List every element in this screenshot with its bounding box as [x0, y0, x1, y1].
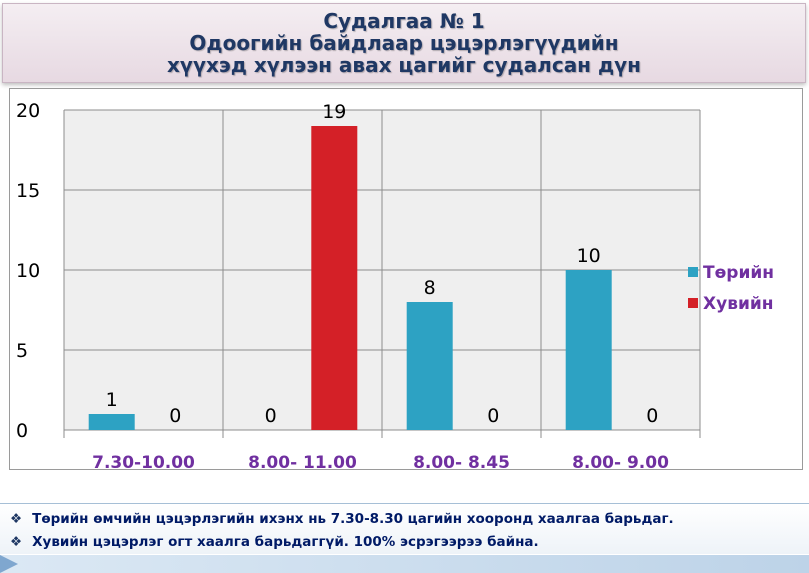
- title-line-1: Судалгаа № 1: [323, 9, 485, 33]
- bar: [311, 126, 358, 430]
- note-item: ❖ Хувийн цэцэрлэг огт хаалга барьдаггүй. …: [10, 534, 539, 550]
- data-label: 0: [487, 405, 499, 427]
- title-line-2: Одоогийн байдлаар цэцэрлэгүүдийн: [189, 31, 619, 55]
- x-tick-label: 8.00- 9.00: [572, 453, 669, 473]
- note-item: ❖ Төрийн өмчийн цэцэрлэгийн ихэнх нь 7.30…: [10, 511, 674, 527]
- data-label: 0: [169, 405, 181, 427]
- title-line-3: хүүхэд хүлээн авах цагийг судалсан дүн: [167, 53, 641, 77]
- data-label: 1: [106, 389, 118, 411]
- diamond-bullet-icon: ❖: [10, 534, 23, 550]
- y-tick-label: 20: [16, 100, 40, 122]
- x-tick-label: 7.30-10.00: [92, 453, 195, 473]
- legend-label: Хувийн: [703, 294, 774, 314]
- legend-label: Төрийн: [703, 263, 774, 283]
- footer-arrow-icon: [0, 555, 18, 573]
- data-label: 8: [424, 277, 436, 299]
- notes-panel: ❖ Төрийн өмчийн цэцэрлэгийн ихэнх нь 7.30…: [0, 503, 809, 554]
- note-text: Хувийн цэцэрлэг огт хаалга барьдаггүй. 1…: [32, 534, 539, 550]
- legend-swatch: [688, 267, 698, 277]
- legend-swatch: [688, 298, 698, 308]
- y-tick-label: 15: [16, 180, 40, 202]
- bar: [406, 302, 453, 430]
- diamond-bullet-icon: ❖: [10, 511, 23, 527]
- x-tick-label: 8.00- 8.45: [413, 453, 510, 473]
- bar: [88, 414, 135, 430]
- bar: [565, 270, 612, 430]
- data-label: 0: [265, 405, 277, 427]
- data-label: 10: [577, 245, 601, 267]
- data-label: 19: [322, 101, 346, 123]
- y-tick-label: 10: [16, 260, 40, 282]
- data-label: 0: [646, 405, 658, 427]
- title-banner: Судалгаа № 1 Одоогийн байдлаар цэцэрлэгү…: [2, 3, 806, 83]
- footer-bar: [0, 555, 809, 573]
- y-tick-label: 0: [16, 420, 28, 442]
- y-tick-label: 5: [16, 340, 28, 362]
- x-tick-label: 8.00- 11.00: [248, 453, 357, 473]
- note-text: Төрийн өмчийн цэцэрлэгийн ихэнх нь 7.30-…: [32, 511, 674, 527]
